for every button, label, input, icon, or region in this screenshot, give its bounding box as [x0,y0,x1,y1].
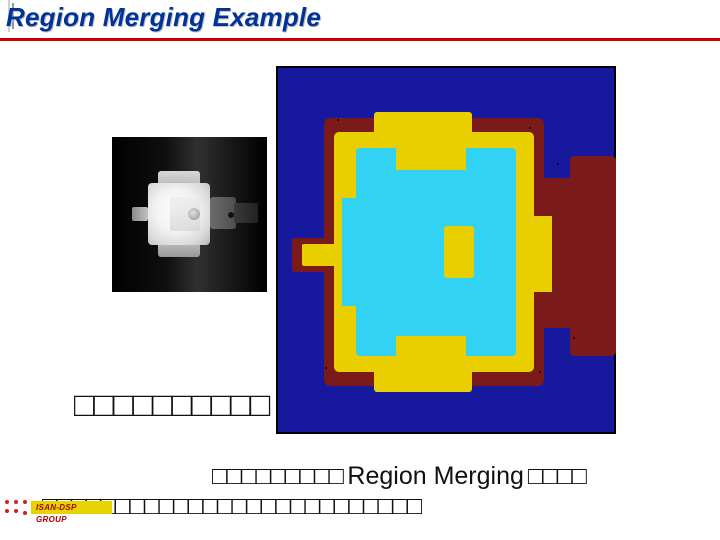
caption-line-2: □□□□□□□□□ Region Merging □□□□ [212,462,586,491]
caption-line-1: □□□□□□□□□□ [74,386,269,425]
title-underline [0,38,720,41]
caption-line-2-boxes-post: □□□□ [528,462,586,491]
caption-line-2-text: Region Merging [347,462,524,491]
badge-dots-icon [4,499,29,515]
caption-line-2-boxes-pre: □□□□□□□□□ [212,462,343,491]
footer-badge: ISAN-DSP GROUP [4,498,112,516]
slide: { "title": "Region Merging Example", "co… [0,0,720,540]
original-grayscale-image [112,137,267,292]
segmented-result-image [276,66,616,434]
slide-title: Region Merging Example [6,2,321,33]
badge-label: ISAN-DSP GROUP [31,501,112,514]
